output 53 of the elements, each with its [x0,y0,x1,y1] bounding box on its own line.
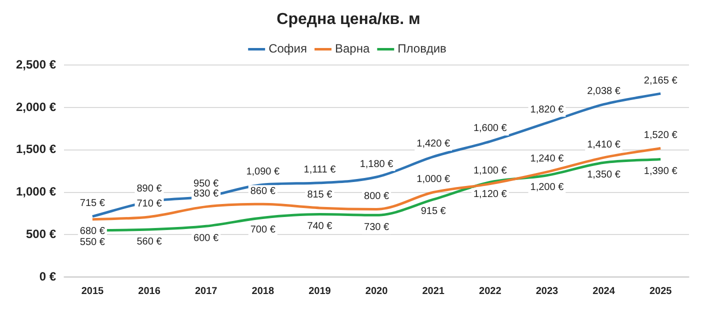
legend-label: Варна [335,42,370,56]
x-tick-label: 2018 [252,286,274,297]
x-tick-label: 2020 [365,286,388,297]
data-label: 2,165 € [644,75,678,86]
x-tick-label: 2024 [592,286,616,297]
data-label: 700 € [250,224,276,236]
x-tick-label: 2025 [649,286,672,297]
x-tick-label: 2015 [81,286,104,297]
y-tick-label: 2,500 € [16,58,56,72]
chart-title: Средна цена/кв. м [276,11,420,28]
data-label: 1,600 € [473,123,508,134]
y-tick-label: 1,500 € [16,142,56,156]
legend-label: Пловдив [398,42,446,56]
legend-label: София [268,42,308,56]
data-label: 1,520 € [644,130,678,141]
data-label: 1,820 € [530,104,564,116]
y-tick-label: 0 € [39,269,56,284]
data-label: 710 € [136,198,162,210]
x-tick-label: 2022 [479,286,502,297]
x-tick-label: 2017 [194,286,218,297]
y-tick-label: 500 € [26,226,56,241]
data-label: 950 € [194,178,220,190]
x-tick-label: 2023 [536,286,559,297]
data-label: 1,240 € [530,154,564,165]
data-label: 1,410 € [587,139,621,150]
data-label: 815 € [307,190,333,201]
data-label: 1,200 € [530,182,564,194]
x-tick-label: 2019 [308,286,332,297]
data-label: 1,180 € [360,158,394,170]
x-tick-label: 2021 [422,286,445,297]
data-label: 1,390 € [644,166,678,177]
data-label: 1,350 € [587,169,621,180]
data-label: 800 € [364,190,390,202]
y-tick-label: 2,000 € [16,100,56,114]
data-label: 1,090 € [246,166,280,178]
data-label: 860 € [250,186,276,197]
data-label: 560 € [136,236,162,248]
data-label: 550 € [80,237,106,248]
data-label: 2,038 € [587,86,621,98]
x-tick-label: 2016 [138,286,161,297]
data-label: 890 € [136,183,162,194]
data-label: 1,111 € [304,164,336,176]
data-label: 600 € [194,232,220,244]
y-tick-label: 1,000 € [16,184,56,199]
data-label: 830 € [194,188,220,200]
data-label: 740 € [307,221,333,232]
data-label: 1,100 € [473,166,508,177]
data-label: 730 € [364,222,390,233]
data-label: 715 € [80,198,106,210]
data-label: 1,120 € [473,188,508,200]
data-label: 1,420 € [416,138,450,150]
data-label: 915 € [420,206,446,218]
data-label: 1,000 € [416,174,450,186]
